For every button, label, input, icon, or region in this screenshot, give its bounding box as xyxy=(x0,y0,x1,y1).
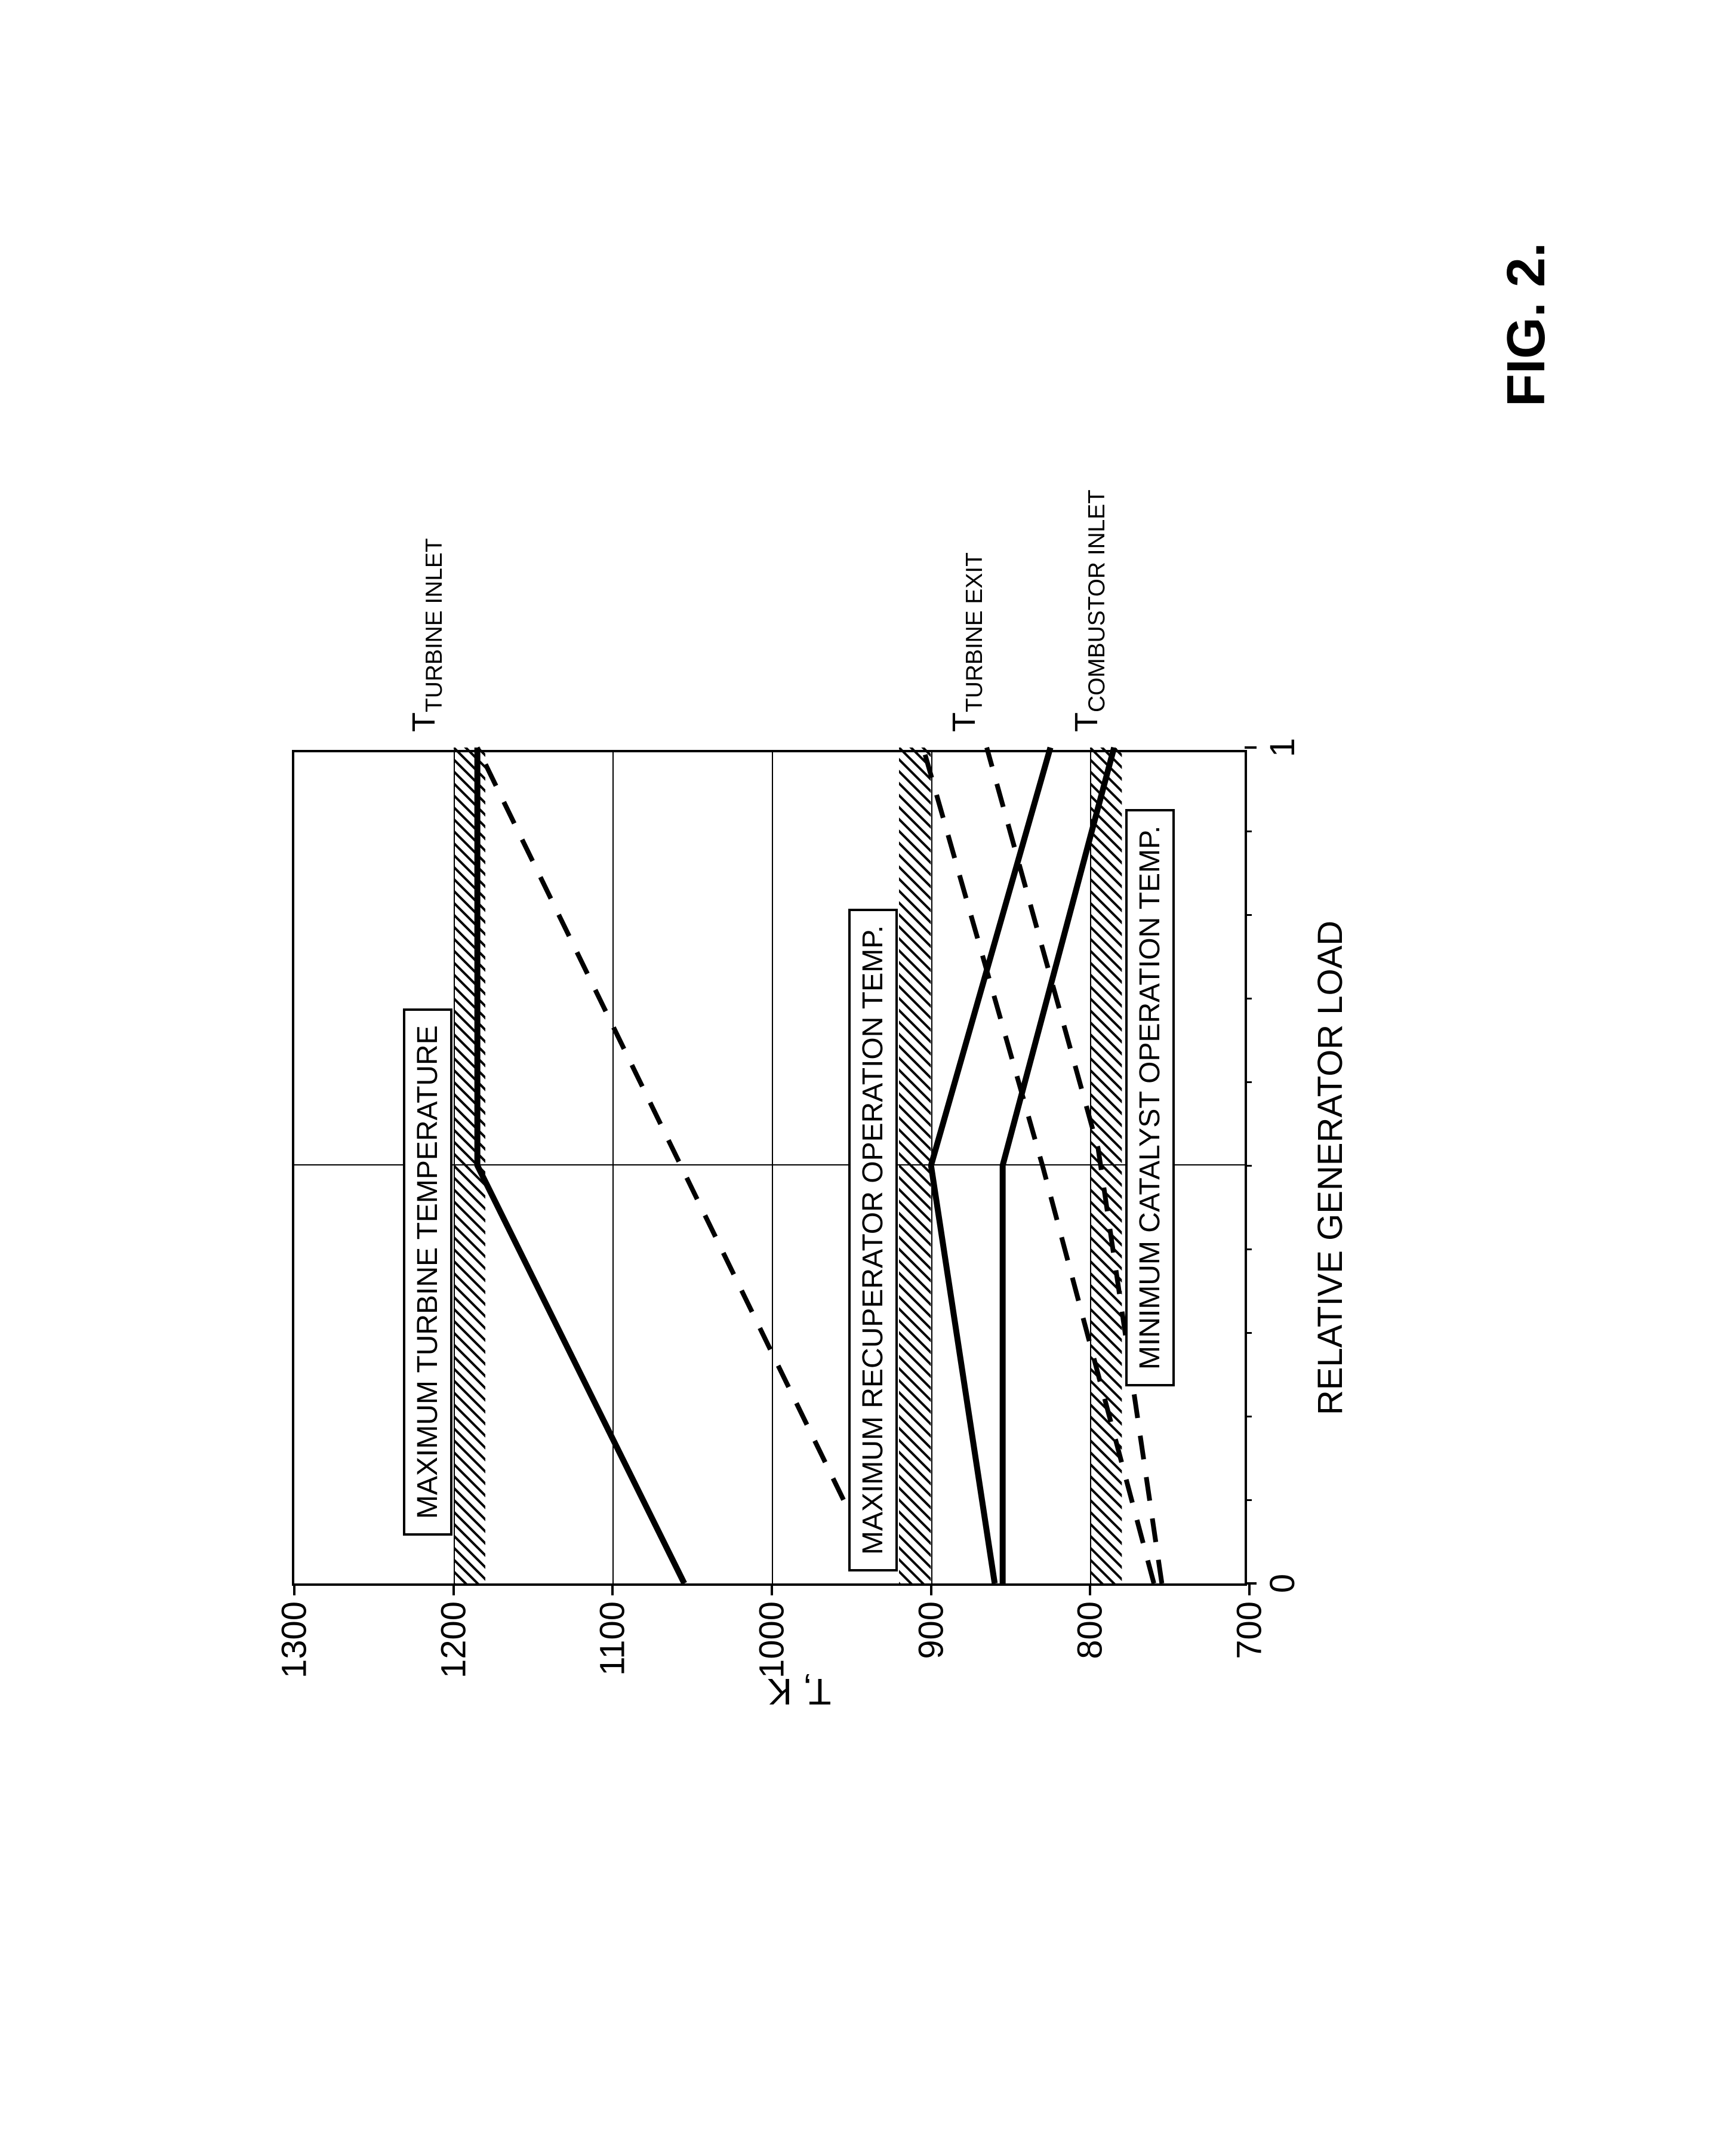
series-turbine_exit_solid xyxy=(931,748,1051,1583)
label-turbine-inlet: TTURBINE INLET xyxy=(405,538,448,732)
tick-x xyxy=(1245,1416,1252,1417)
tick-y-label: 1000 xyxy=(752,1583,792,1678)
tick-x xyxy=(1245,1248,1252,1250)
label-combustor-inlet: TCOMBUSTOR INLET xyxy=(1068,490,1110,732)
x-axis-label: RELATIVE GENERATOR LOAD xyxy=(1310,920,1350,1414)
label-turbine-exit: TTURBINE EXIT xyxy=(946,552,988,732)
tick-x xyxy=(1245,998,1252,999)
tick-x xyxy=(1245,1332,1252,1334)
series-turbine_inlet_dashed xyxy=(478,748,843,1500)
band-label-box: MINIMUM CATALYST OPERATION TEMP. xyxy=(1125,808,1175,1386)
tick-x-label: 0 xyxy=(1245,1573,1303,1592)
chart: T, K RELATIVE GENERATOR LOAD 70080090010… xyxy=(232,451,1366,1765)
band-label-box: MAXIMUM TURBINE TEMPERATURE xyxy=(403,1008,452,1536)
tick-x xyxy=(1245,914,1252,916)
tick-y-label: 700 xyxy=(1230,1583,1270,1659)
tick-x xyxy=(1245,831,1252,832)
tick-x xyxy=(1245,1165,1252,1167)
tick-x xyxy=(1245,1499,1252,1501)
rotated-container: T, K RELATIVE GENERATOR LOAD 70080090010… xyxy=(113,153,1605,2004)
tick-y-label: 1200 xyxy=(433,1583,473,1678)
tick-y-label: 1300 xyxy=(275,1583,315,1678)
band-label-box: MAXIMUM RECUPERATOR OPERATION TEMP. xyxy=(848,908,898,1571)
tick-x-label: 1 xyxy=(1245,737,1303,756)
plot-area: RELATIVE GENERATOR LOAD 7008009001000110… xyxy=(292,750,1247,1586)
page: T, K RELATIVE GENERATOR LOAD 70080090010… xyxy=(24,24,1694,2132)
tick-y-label: 1100 xyxy=(593,1583,633,1676)
figure-label: FIG. 2. xyxy=(1496,242,1557,407)
tick-y-label: 900 xyxy=(911,1583,951,1659)
tick-y-label: 800 xyxy=(1070,1583,1110,1659)
series-turbine_exit_dashed xyxy=(923,748,1154,1583)
series-turbine_inlet_solid xyxy=(478,748,685,1583)
tick-x xyxy=(1245,1081,1252,1083)
